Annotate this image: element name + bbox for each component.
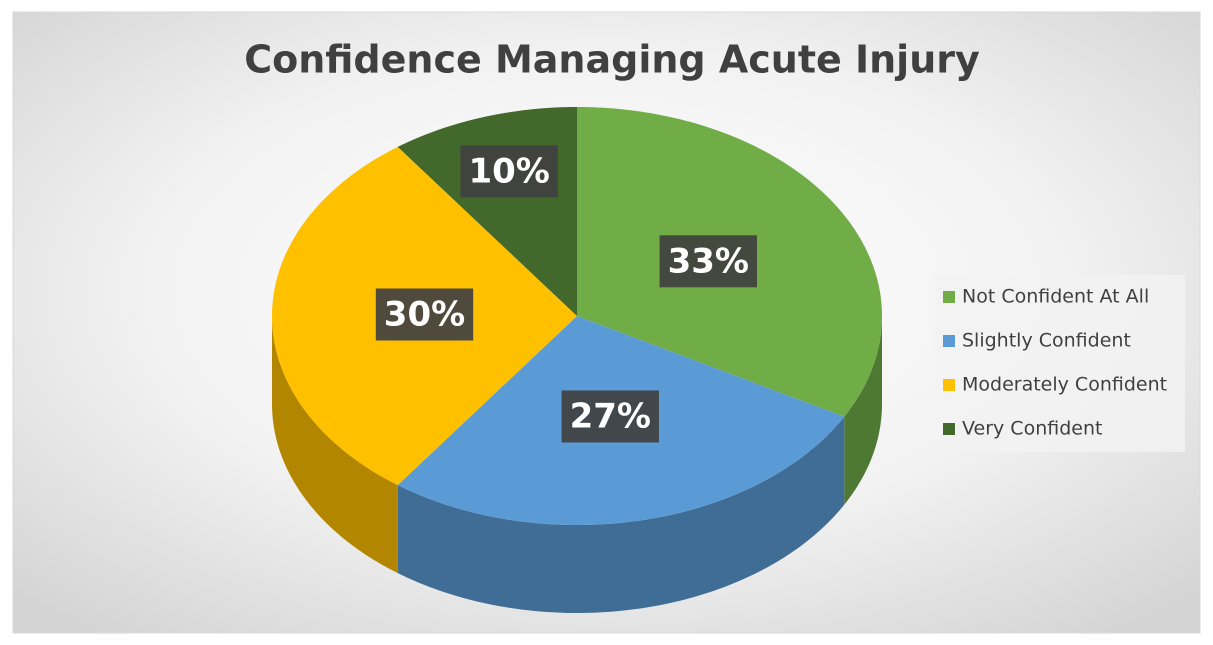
legend-label: Very Confident <box>962 418 1102 440</box>
legend-swatch <box>943 335 955 347</box>
slice-side <box>397 416 845 613</box>
legend-box <box>935 275 1185 452</box>
data-label: 33% <box>668 241 749 281</box>
slice-side <box>272 316 398 574</box>
data-label-bg <box>375 288 474 341</box>
data-label: 30% <box>384 295 465 335</box>
data-label-bg <box>561 390 659 443</box>
chart-title: Confidence Managing Acute Injury <box>244 38 980 82</box>
legend-swatch <box>943 379 955 391</box>
data-label: 10% <box>468 151 549 191</box>
legend-label: Slightly Confident <box>962 330 1131 352</box>
data-label-bg <box>460 145 558 198</box>
legend-swatch <box>943 423 955 435</box>
legend-label: Moderately Confident <box>962 374 1167 396</box>
data-label: 27% <box>570 396 651 436</box>
legend-label: Not Confident At All <box>962 286 1149 308</box>
legend-swatch <box>943 291 955 303</box>
data-label-bg <box>659 235 757 288</box>
slice-side <box>844 316 882 505</box>
